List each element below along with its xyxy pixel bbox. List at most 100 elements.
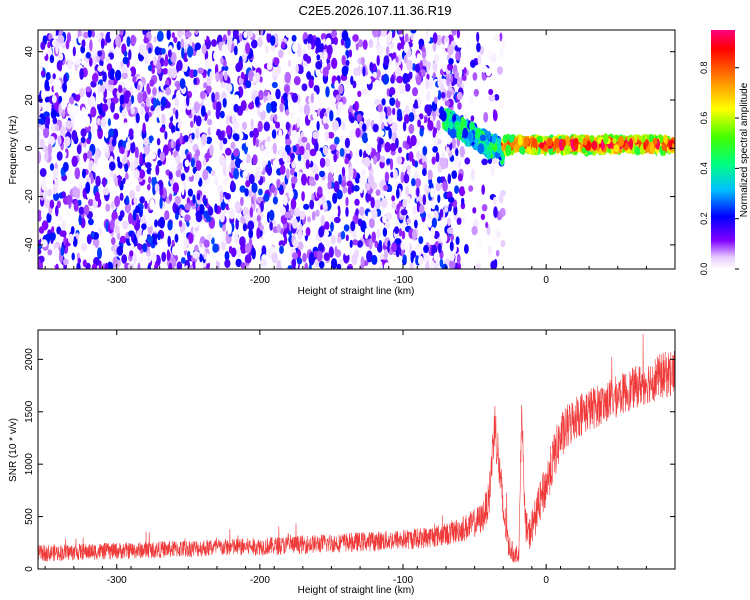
heatmap-cell <box>115 35 120 47</box>
heatmap-cell <box>194 30 199 36</box>
heatmap-cell <box>396 75 403 84</box>
heatmap-cell <box>122 155 128 164</box>
snr-y-tick-label: 1500 <box>24 400 35 423</box>
heatmap-cell <box>374 79 381 89</box>
heatmap-cell <box>83 204 90 216</box>
heatmap-cell <box>394 226 400 235</box>
heatmap-cell <box>493 196 497 206</box>
heatmap-cell <box>251 93 256 101</box>
heatmap-cell <box>456 253 461 265</box>
heatmap-cell <box>352 80 357 89</box>
heatmap-cell <box>219 140 224 151</box>
heatmap-cell <box>141 48 149 58</box>
heatmap-cell <box>374 199 381 210</box>
heatmap-cell <box>457 102 462 110</box>
heatmap-x-tick-label: -100 <box>393 275 413 286</box>
heatmap-cell <box>440 84 445 94</box>
heatmap-cell <box>108 79 114 86</box>
heatmap-cell <box>477 143 485 155</box>
heatmap-cell <box>410 30 417 34</box>
heatmap-cell <box>425 61 432 69</box>
heatmap-cell <box>495 142 503 154</box>
heatmap-cell <box>430 226 436 239</box>
heatmap-cell <box>287 59 292 68</box>
heatmap-cell <box>104 131 109 139</box>
heatmap-cell <box>44 151 49 162</box>
heatmap-cell <box>449 128 457 139</box>
heatmap-cell <box>344 137 350 149</box>
heatmap-cell <box>161 113 166 126</box>
heatmap-cell <box>192 194 196 205</box>
heatmap-cell <box>159 196 163 209</box>
heatmap-cell <box>629 138 633 150</box>
heatmap-cell <box>175 169 182 178</box>
heatmap-cell <box>335 129 343 138</box>
heatmap-cell <box>161 251 167 262</box>
heatmap-cell <box>216 101 222 112</box>
heatmap-cell <box>325 37 332 47</box>
heatmap-cell <box>263 121 270 132</box>
heatmap-cell <box>182 230 187 239</box>
heatmap-cell <box>379 110 386 120</box>
heatmap-cell <box>242 223 247 232</box>
heatmap-y-axis-label: Frequency (Hz) <box>8 116 19 185</box>
heatmap-cell <box>466 38 470 49</box>
heatmap-cell <box>40 239 48 248</box>
heatmap-cell <box>429 78 433 90</box>
heatmap-cell <box>371 254 378 265</box>
heatmap-cell <box>349 116 355 124</box>
heatmap-cell <box>481 204 488 212</box>
heatmap-cell <box>362 66 366 77</box>
heatmap-cell <box>349 239 353 248</box>
heatmap-cell <box>154 183 160 193</box>
heatmap-cell <box>290 198 297 210</box>
heatmap-cell <box>161 48 166 55</box>
heatmap-cell <box>398 146 402 154</box>
heatmap-cell <box>433 262 439 269</box>
heatmap-cell <box>290 153 295 160</box>
heatmap-cell <box>235 217 239 230</box>
snr-y-tick-label: 1000 <box>24 453 35 476</box>
heatmap-cell <box>367 211 372 219</box>
heatmap-cell <box>388 184 393 192</box>
heatmap-cell <box>419 127 424 137</box>
heatmap-cell <box>157 232 161 241</box>
heatmap-cell <box>359 149 363 158</box>
heatmap-cell <box>301 76 308 85</box>
heatmap-cell <box>369 61 374 72</box>
snr-panel: -300 -200 -100 0 0 500 1000 1500 2000 Height of … <box>8 329 676 596</box>
heatmap-cell <box>426 73 430 81</box>
heatmap-cell <box>365 119 372 127</box>
heatmap-cell <box>554 137 560 148</box>
heatmap-cell <box>190 157 195 168</box>
heatmap-cell <box>166 249 170 262</box>
heatmap-cell <box>89 57 93 67</box>
heatmap-cell <box>362 123 367 132</box>
heatmap-cell <box>344 157 350 165</box>
heatmap-cell <box>376 44 384 56</box>
heatmap-cell <box>436 176 442 184</box>
heatmap-cell <box>391 242 398 253</box>
heatmap-cell <box>72 46 76 57</box>
heatmap-cell <box>65 120 73 129</box>
heatmap-cell <box>109 161 116 171</box>
heatmap-cell <box>582 137 588 146</box>
heatmap-cell <box>227 222 232 235</box>
heatmap-cell <box>151 252 157 263</box>
heatmap-cell <box>455 129 463 138</box>
heatmap-cell <box>93 56 97 67</box>
heatmap-cell <box>192 85 198 94</box>
heatmap-cell <box>102 177 107 188</box>
heatmap-cell <box>283 195 288 206</box>
heatmap-cell <box>55 124 59 132</box>
heatmap-cell <box>574 142 579 151</box>
heatmap-cell <box>100 84 106 93</box>
heatmap-cell <box>355 208 359 217</box>
heatmap-cell <box>96 54 100 63</box>
colorbar-tick-label: 0.6 <box>699 112 709 125</box>
heatmap-cell <box>371 231 377 243</box>
heatmap-cell <box>90 231 95 238</box>
heatmap-cell <box>218 120 223 129</box>
heatmap-cell <box>454 70 459 79</box>
heatmap-cell <box>447 196 455 203</box>
